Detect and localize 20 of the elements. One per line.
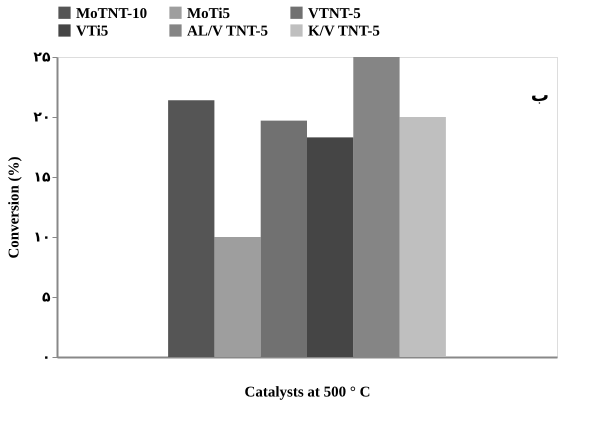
annotation: ب <box>530 85 549 106</box>
legend-label: AL/V TNT-5 <box>187 24 268 40</box>
legend-label: VTi5 <box>76 24 108 40</box>
y-axis-title: Conversion (%) <box>6 156 22 259</box>
bar <box>307 137 354 357</box>
x-axis-title: Catalysts at 500 ° C <box>244 384 370 400</box>
bar <box>260 120 307 357</box>
bar <box>400 117 446 357</box>
bar <box>168 100 214 357</box>
y-tick-label: ۰ <box>42 350 50 366</box>
legend-label: MoTi5 <box>187 6 230 22</box>
y-tick-label: ۱۰ <box>33 230 50 246</box>
bar <box>214 237 261 357</box>
y-tick-label: ۲۰ <box>33 110 50 126</box>
legend-label: K/V TNT-5 <box>308 24 380 40</box>
y-tick-label: ۱۵ <box>33 170 51 186</box>
y-tick-label: ۵ <box>42 290 51 306</box>
legend-label: MoTNT-10 <box>76 6 148 22</box>
y-tick-label: ۲۵ <box>33 50 51 66</box>
legend-label: VTNT-5 <box>308 6 361 22</box>
